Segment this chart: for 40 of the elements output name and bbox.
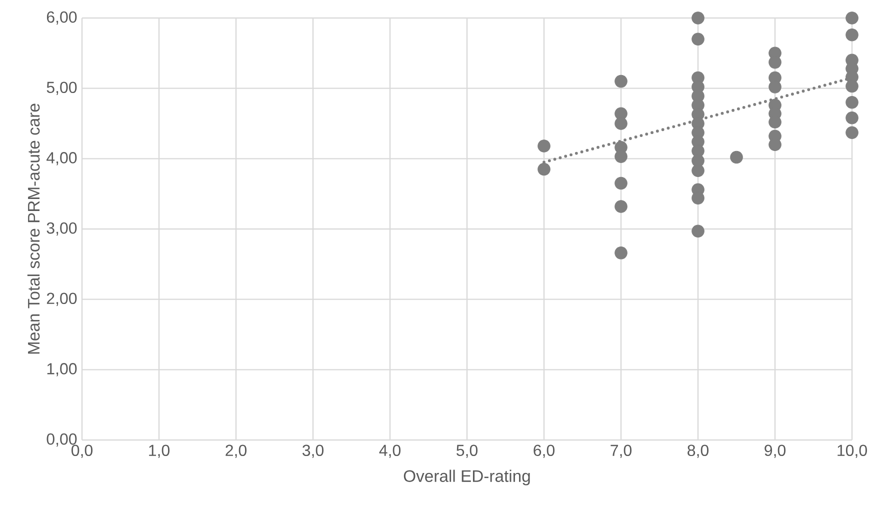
x-tick-label: 3,0 — [302, 444, 324, 458]
point — [614, 117, 628, 130]
point — [692, 224, 704, 238]
x-tick-label: 8,0 — [688, 444, 709, 458]
point — [538, 140, 550, 152]
point — [730, 150, 743, 164]
y-tick-label: 3,00 — [46, 222, 77, 236]
y-tick-label: 2,00 — [46, 292, 77, 306]
point — [846, 80, 858, 93]
point — [614, 176, 628, 190]
point — [846, 126, 858, 140]
x-tick-label: 0,0 — [72, 444, 93, 458]
y-axis-title: Mean Total score PRM-acute care — [27, 104, 40, 354]
x-tick-label: 1,0 — [149, 444, 170, 458]
point — [614, 200, 628, 213]
point — [846, 12, 858, 24]
x-axis-title: Overall ED-rating — [404, 470, 530, 486]
x-tick-label: 6,0 — [534, 444, 555, 458]
x-tick-label: 5,0 — [456, 444, 478, 458]
point — [692, 164, 704, 178]
x-tick-label: 9,0 — [764, 444, 786, 458]
point — [614, 74, 628, 88]
x-tick-label: 10,0 — [838, 444, 867, 458]
point — [768, 56, 782, 69]
point — [846, 111, 858, 124]
x-tick-label: 7,0 — [610, 444, 632, 458]
point — [538, 162, 550, 176]
y-tick-label: 0,00 — [46, 433, 77, 447]
point — [692, 12, 704, 24]
x-tick-label: 2,0 — [226, 444, 247, 458]
y-tick-label: 5,00 — [46, 82, 77, 95]
y-tick-label: 4,00 — [46, 152, 77, 166]
point — [768, 80, 782, 94]
point — [692, 32, 704, 46]
y-tick-label: 1,00 — [47, 363, 77, 376]
y-tick-label: 6,00 — [46, 11, 77, 25]
point — [846, 96, 858, 109]
point — [614, 246, 628, 260]
point — [846, 28, 858, 42]
x-tick-label: 4,0 — [379, 444, 401, 458]
